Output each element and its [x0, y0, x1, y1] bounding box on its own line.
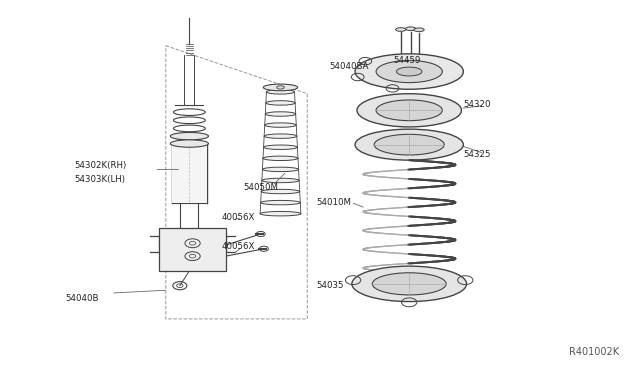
Ellipse shape: [406, 27, 416, 31]
Text: 54040B: 54040B: [65, 294, 99, 303]
Text: 54010M: 54010M: [317, 198, 352, 207]
Text: 54040BA: 54040BA: [330, 61, 369, 71]
Ellipse shape: [265, 123, 296, 127]
Ellipse shape: [372, 273, 446, 295]
Ellipse shape: [170, 140, 209, 147]
Ellipse shape: [260, 211, 301, 216]
Polygon shape: [159, 228, 226, 271]
Ellipse shape: [260, 201, 300, 205]
Ellipse shape: [355, 129, 463, 160]
Ellipse shape: [264, 145, 298, 150]
Ellipse shape: [263, 156, 298, 161]
Ellipse shape: [266, 101, 295, 105]
Text: 54320: 54320: [463, 100, 491, 109]
Ellipse shape: [352, 266, 467, 302]
Ellipse shape: [266, 112, 296, 116]
Ellipse shape: [396, 67, 422, 76]
Ellipse shape: [374, 134, 444, 155]
Text: 54302K(RH): 54302K(RH): [75, 161, 127, 170]
Ellipse shape: [264, 134, 297, 138]
Ellipse shape: [262, 167, 299, 171]
Ellipse shape: [261, 189, 300, 194]
Ellipse shape: [396, 28, 406, 31]
Text: 40056X: 40056X: [221, 243, 255, 251]
Ellipse shape: [263, 84, 298, 91]
Text: R401002K: R401002K: [570, 347, 620, 357]
Text: 54303K(LH): 54303K(LH): [75, 175, 125, 184]
Text: 54325: 54325: [463, 150, 491, 159]
Text: 54459: 54459: [394, 56, 420, 65]
Ellipse shape: [266, 90, 294, 94]
Ellipse shape: [414, 28, 424, 32]
Ellipse shape: [262, 178, 299, 183]
Ellipse shape: [376, 61, 442, 83]
Ellipse shape: [276, 86, 284, 89]
Ellipse shape: [355, 54, 463, 89]
Bar: [172, 144, 207, 203]
Ellipse shape: [170, 132, 209, 140]
Text: 54035: 54035: [317, 281, 344, 290]
Text: 40056X: 40056X: [221, 213, 255, 222]
Ellipse shape: [376, 100, 442, 121]
Ellipse shape: [357, 94, 461, 127]
Text: 54050M: 54050M: [244, 183, 278, 192]
